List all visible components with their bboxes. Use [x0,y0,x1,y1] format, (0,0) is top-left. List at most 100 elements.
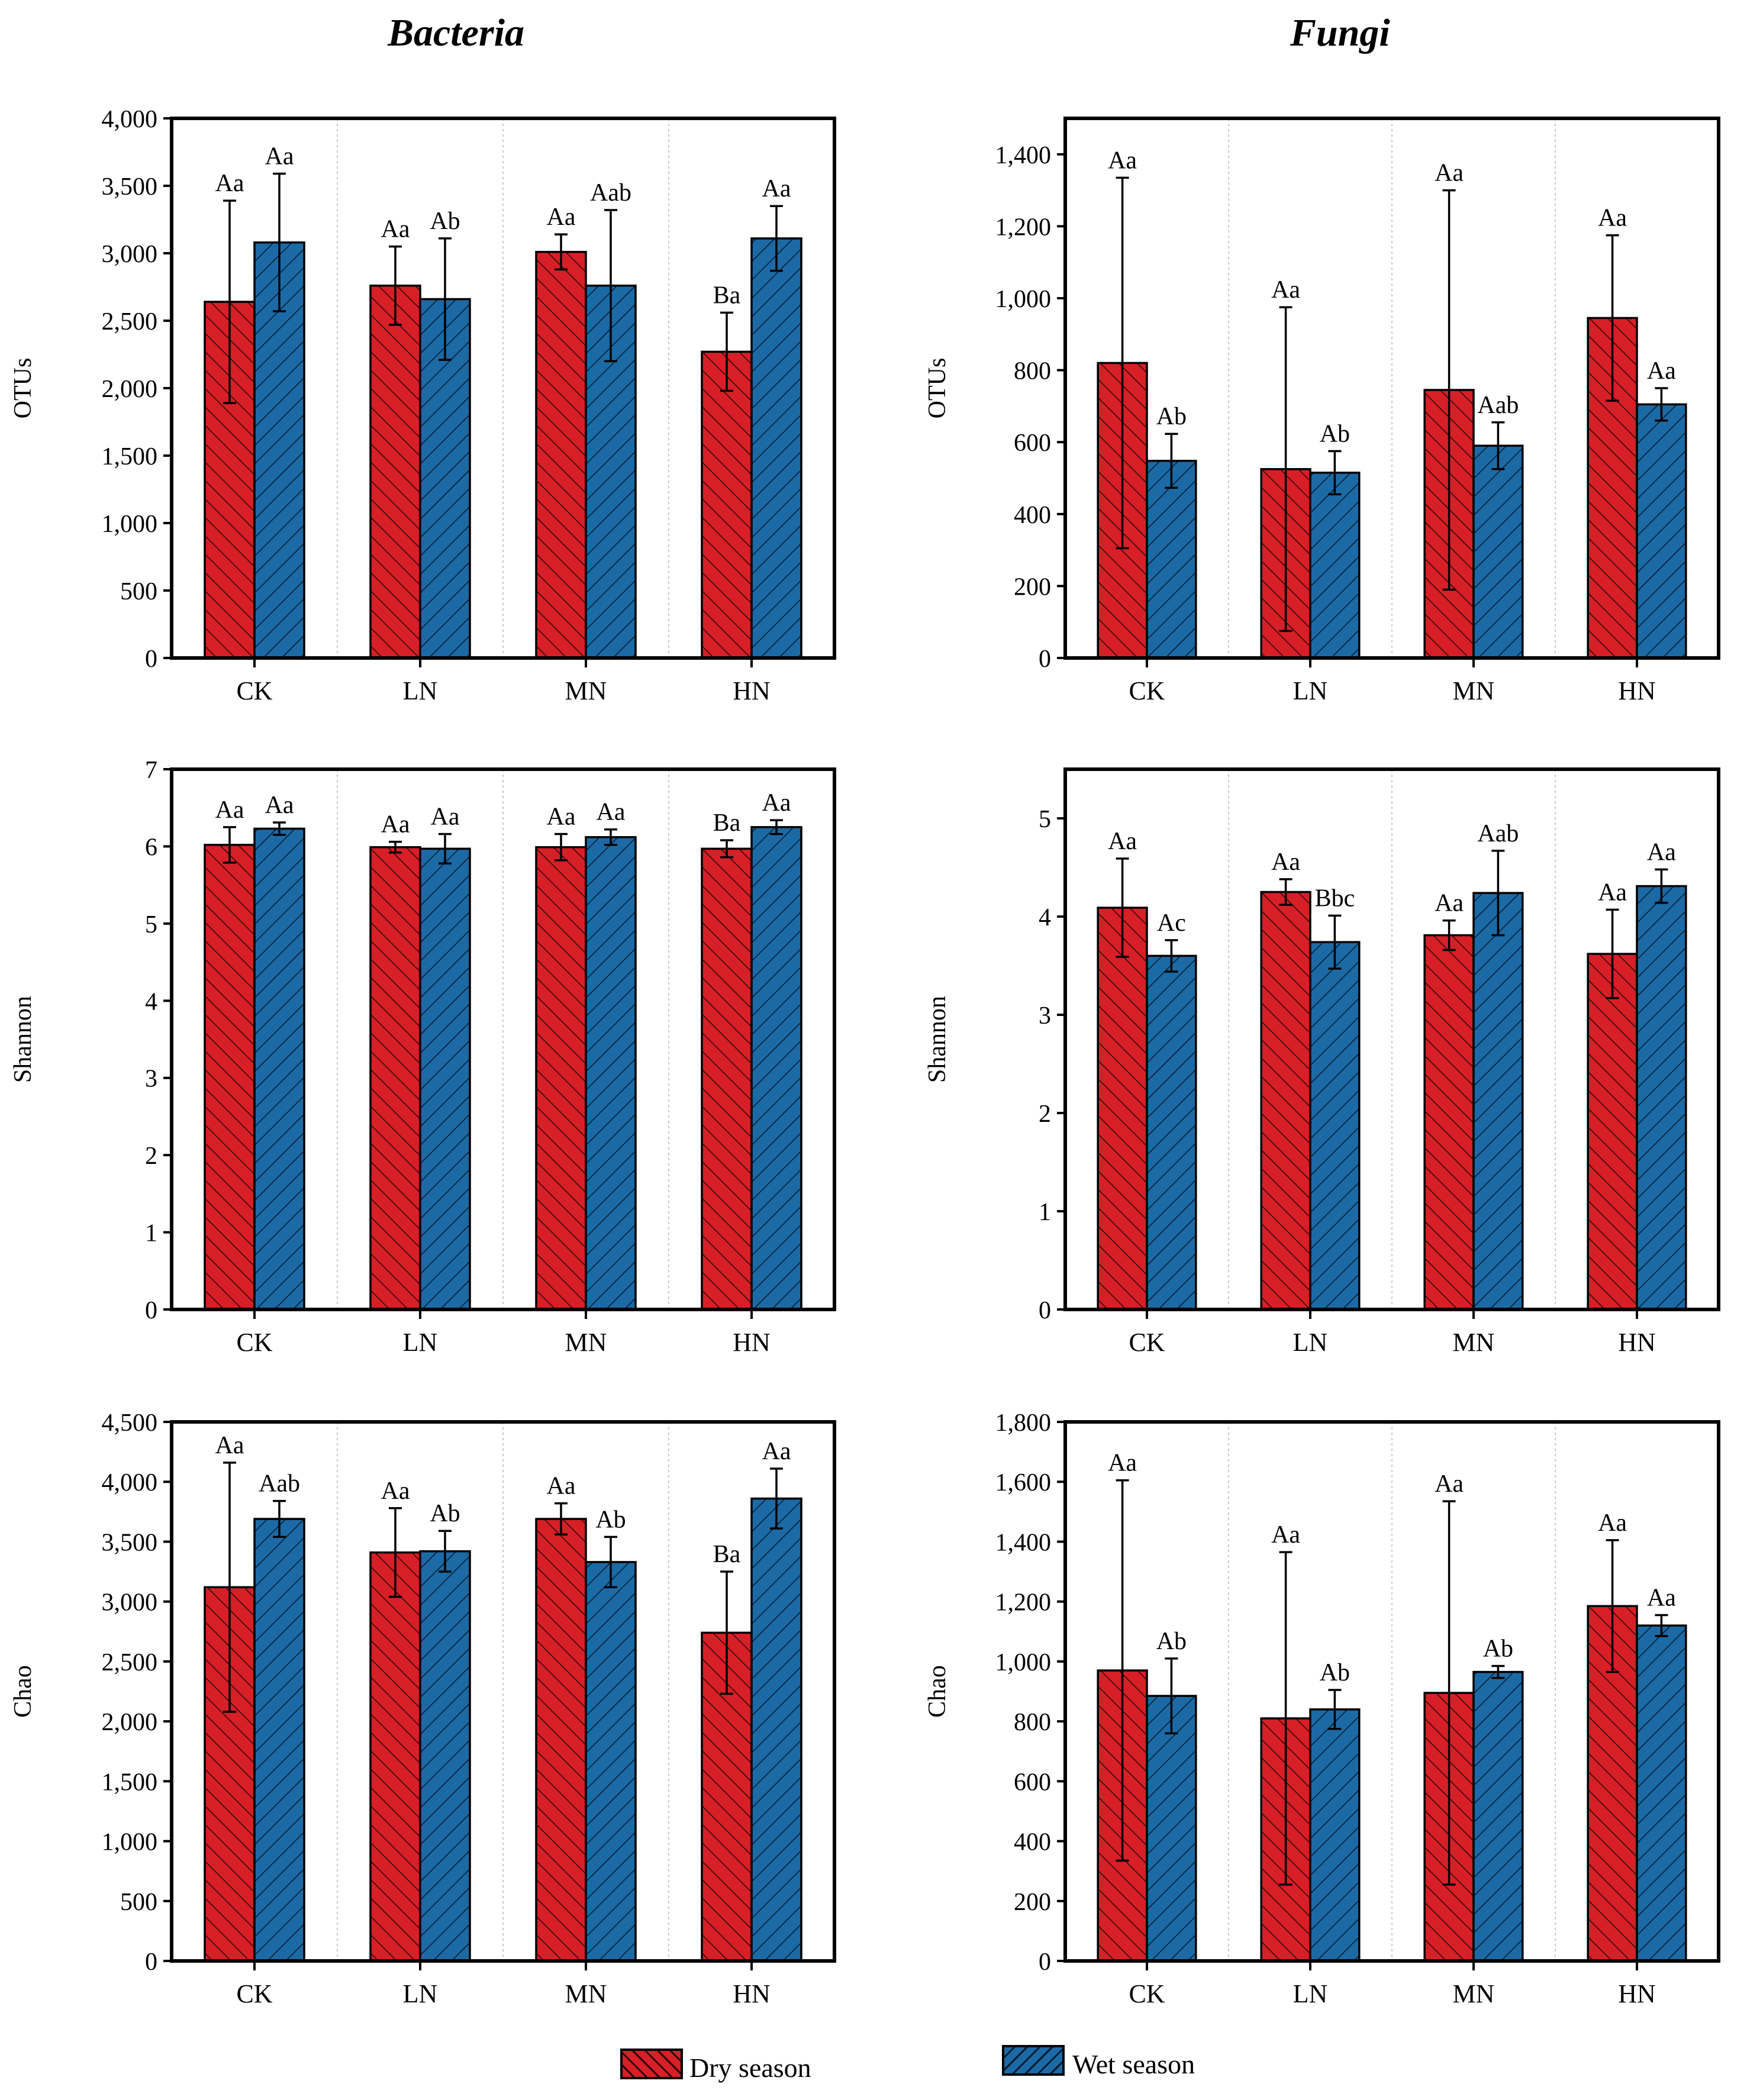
y-tick-label: 2,000 [102,376,158,403]
significance-label: Aab [259,1470,300,1498]
x-tick-label: CK [1129,676,1165,705]
y-axis-label: OTUs [924,358,951,419]
y-tick-label: 2,000 [102,1709,158,1736]
significance-label: Aa [1647,1584,1676,1611]
bar-dry-mn [535,250,587,659]
significance-label: Ba [713,282,741,309]
significance-label: Aa [1435,160,1464,187]
y-tick-label: 4 [145,988,157,1015]
x-tick-label: HN [1618,676,1656,705]
y-tick-label: 1 [1039,1199,1051,1226]
bar-dry-hn [1587,953,1638,1311]
y-tick-label: 1,600 [995,1469,1052,1496]
significance-label: Ac [1157,909,1186,937]
significance-label: Aab [1477,392,1519,419]
legend-label-dry: Dry season [689,2053,811,2083]
significance-label: Aa [547,1473,576,1500]
legend-swatch-dry [620,2049,683,2079]
significance-label: Ab [1483,1635,1513,1662]
y-tick-label: 200 [1014,573,1051,601]
y-axis-label: Shannon [924,996,951,1083]
y-tick-label: 0 [1039,646,1051,673]
x-tick-label: LN [403,1979,438,2008]
significance-label: Ba [713,809,741,837]
bar-dry-ck [204,844,256,1311]
significance-label: Aab [1477,820,1519,847]
y-tick-label: 1,400 [995,142,1052,169]
y-tick-label: 3,000 [102,241,158,268]
y-tick-label: 600 [1014,1769,1051,1796]
y-axis-label: Chao [9,1665,37,1718]
bar-wet-hn [750,1497,802,1962]
y-tick-label: 6 [145,834,157,861]
chart-panel-2: 0 200 400 600 800 1,000 1,200 1,400 OTUs CK Aa Ab LN… [924,117,1720,705]
bar-wet-ln [419,847,471,1311]
y-tick-label: 4,000 [102,1469,158,1496]
y-tick-label: 400 [1014,1829,1051,1856]
y-tick-label: 600 [1014,430,1051,457]
bar-wet-ck [1146,954,1197,1311]
y-tick-label: 1,000 [995,286,1052,313]
bar-dry-ln [1260,891,1311,1311]
significance-label: Aa [381,811,410,838]
y-tick-label: 4,000 [102,106,158,133]
significance-label: Aa [1271,1521,1300,1549]
y-tick-label: 4 [1039,904,1051,931]
bar-dry-ck [1097,907,1148,1311]
y-tick-label: 0 [145,646,157,673]
bar-wet-ln [1309,941,1361,1311]
significance-label: Ab [1320,420,1350,447]
y-tick-label: 5 [1039,806,1051,833]
significance-label: Aa [597,799,626,826]
chart-panel-6: 0 200 400 600 800 1,000 1,200 1,400 1,600 1,800 Ch… [924,1409,1720,2008]
y-tick-label: 2 [145,1143,157,1170]
significance-label: Aa [1598,205,1627,232]
significance-label: Aa [265,143,294,170]
significance-label: Ab [1156,403,1187,430]
significance-label: Aa [215,1432,244,1459]
y-tick-label: 500 [120,578,157,605]
bar-dry-mn [1423,934,1475,1311]
significance-label: Aa [1271,849,1300,876]
x-tick-label: CK [1129,1328,1165,1357]
significance-label: Aa [381,1478,410,1505]
y-tick-label: 3 [145,1066,157,1093]
plot-frame [1063,767,1720,1311]
significance-label: Ab [1156,1628,1187,1655]
plot-frame [170,767,836,1311]
y-tick-label: 200 [1014,1889,1051,1916]
x-tick-label: MN [565,1979,607,2008]
x-tick-label: CK [236,676,272,705]
significance-label: Aa [215,796,244,824]
y-tick-label: 2 [1039,1101,1051,1128]
x-tick-label: HN [1618,1328,1656,1357]
bar-wet-ck [253,1518,305,1962]
y-tick-label: 3,500 [102,173,158,201]
significance-label: Ab [1320,1659,1350,1686]
significance-label: Aa [762,1438,791,1465]
bar-dry-ln [369,284,421,659]
x-tick-label: HN [733,1328,771,1357]
x-tick-label: MN [565,1328,607,1357]
chart-panel-3: 0 1 2 3 4 5 6 7 Shannon CK Aa Aa LN Aa Aa MN Aa Aa HN Ba Aa [9,757,836,1357]
y-tick-label: 0 [1039,1949,1051,1976]
significance-label: Aa [547,804,576,831]
bar-wet-ln [1309,1708,1361,1962]
chart-panel-5: 0 500 1,000 1,500 2,000 2,500 3,000 3,500 4,000 4… [9,1409,836,2008]
y-tick-label: 2,500 [102,1649,158,1676]
y-tick-label: 2,500 [102,308,158,336]
plot-frame [170,117,836,660]
bar-wet-ck [253,827,305,1311]
significance-label: Aa [547,204,576,231]
significance-label: Aa [265,792,294,819]
significance-label: Aa [762,175,791,202]
significance-label: Aa [1271,276,1300,304]
legend-label-wet: Wet season [1072,2049,1195,2079]
y-tick-label: 1 [145,1220,157,1247]
significance-label: Aa [1435,890,1464,917]
x-tick-label: MN [1453,1979,1495,2008]
significance-label: Aa [1435,1470,1464,1498]
y-axis-label: Shannon [9,996,37,1083]
plot-frame [1063,117,1720,660]
bar-wet-ck [1146,460,1197,659]
